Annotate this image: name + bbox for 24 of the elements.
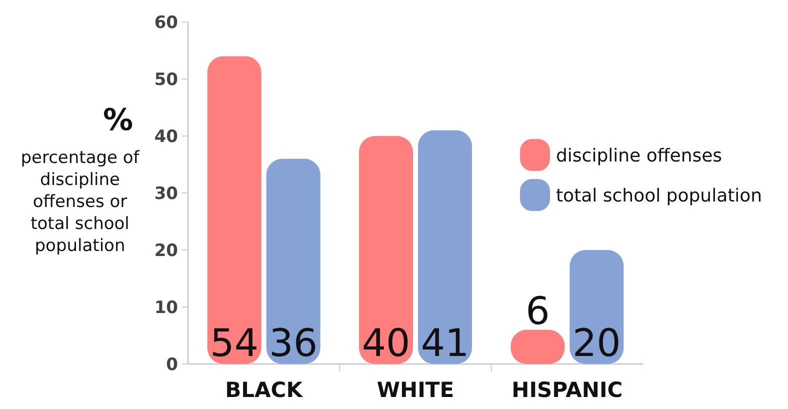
data-label: 40 — [362, 321, 410, 365]
y-tick-label: 0 — [166, 354, 178, 375]
data-label: 41 — [420, 321, 470, 365]
y-tick-label: 30 — [154, 184, 178, 204]
data-label: 54 — [210, 321, 259, 365]
text: percentage of discipline offenses or total school population — [20, 148, 140, 256]
x-tick-label: WHITE — [376, 378, 454, 402]
data-label: 20 — [572, 321, 621, 365]
bar — [359, 136, 413, 364]
x-tick-label: BLACK — [225, 378, 304, 402]
data-label: 36 — [269, 321, 318, 365]
bar — [207, 56, 262, 364]
x-tick-label: HISPANIC — [512, 378, 623, 402]
y-tick-label: 40 — [154, 126, 178, 147]
y-tick-label: 10 — [154, 298, 178, 318]
data-label: 6 — [526, 288, 550, 333]
legend-label: discipline offenses — [556, 145, 722, 166]
y-axis-title: % — [102, 103, 134, 138]
bar — [418, 130, 472, 364]
y-tick-label: 20 — [154, 240, 178, 261]
y-tick-label: 50 — [154, 70, 178, 90]
bar — [266, 158, 320, 364]
legend-label: total school population — [556, 185, 762, 206]
y-tick-label: 60 — [154, 12, 178, 33]
